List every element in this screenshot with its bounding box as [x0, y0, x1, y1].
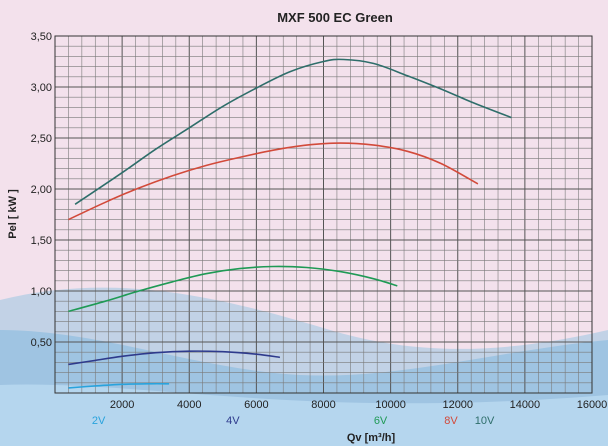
y-axis-label: Pel [ kW ]	[7, 189, 19, 239]
x-tick-label: 10000	[375, 399, 406, 411]
y-tick-label: 2,00	[31, 184, 52, 196]
series-line-4V	[68, 350, 281, 366]
x-tick-labels: 2000 4000 6000 8000 10000 12000 14000 16000	[110, 399, 607, 411]
series-line-2V	[68, 382, 170, 389]
y-tick-label: 0,50	[31, 337, 52, 349]
x-tick-label: 4000	[177, 399, 201, 411]
series-label-6V: 6V	[374, 415, 388, 427]
x-tick-label: 12000	[442, 399, 473, 411]
y-tick-label: 3,00	[31, 82, 52, 94]
x-tick-label: 8000	[311, 399, 335, 411]
y-tick-label: 1,00	[31, 286, 52, 298]
y-tick-label: 2,50	[31, 133, 52, 145]
x-tick-label: 14000	[510, 399, 541, 411]
series-line-10V	[74, 58, 512, 205]
y-tick-labels: 0,50 1,00 1,50 2,00 2,50 3,00 3,50	[31, 31, 52, 349]
x-tick-label: 2000	[110, 399, 134, 411]
series-label-10V: 10V	[475, 415, 495, 427]
series-line-8V	[68, 142, 479, 221]
series-label-2V: 2V	[92, 415, 106, 427]
chart-title: MXF 500 EC Green	[277, 10, 393, 25]
plot-frame	[54, 35, 593, 394]
series-label-4V: 4V	[226, 415, 240, 427]
y-tick-label: 3,50	[31, 31, 52, 43]
x-tick-label: 6000	[244, 399, 268, 411]
series-line-6V	[68, 265, 398, 313]
series-labels: 2V 4V 6V 8V 10V	[92, 415, 495, 427]
series-label-8V: 8V	[444, 415, 458, 427]
y-tick-label: 1,50	[31, 235, 52, 247]
x-axis-label: Qv [m³/h]	[347, 432, 396, 444]
axes	[54, 35, 593, 394]
series-lines	[68, 58, 512, 389]
wave-bottom	[0, 384, 608, 446]
x-tick-label: 16000	[577, 399, 608, 411]
grid	[55, 36, 592, 393]
